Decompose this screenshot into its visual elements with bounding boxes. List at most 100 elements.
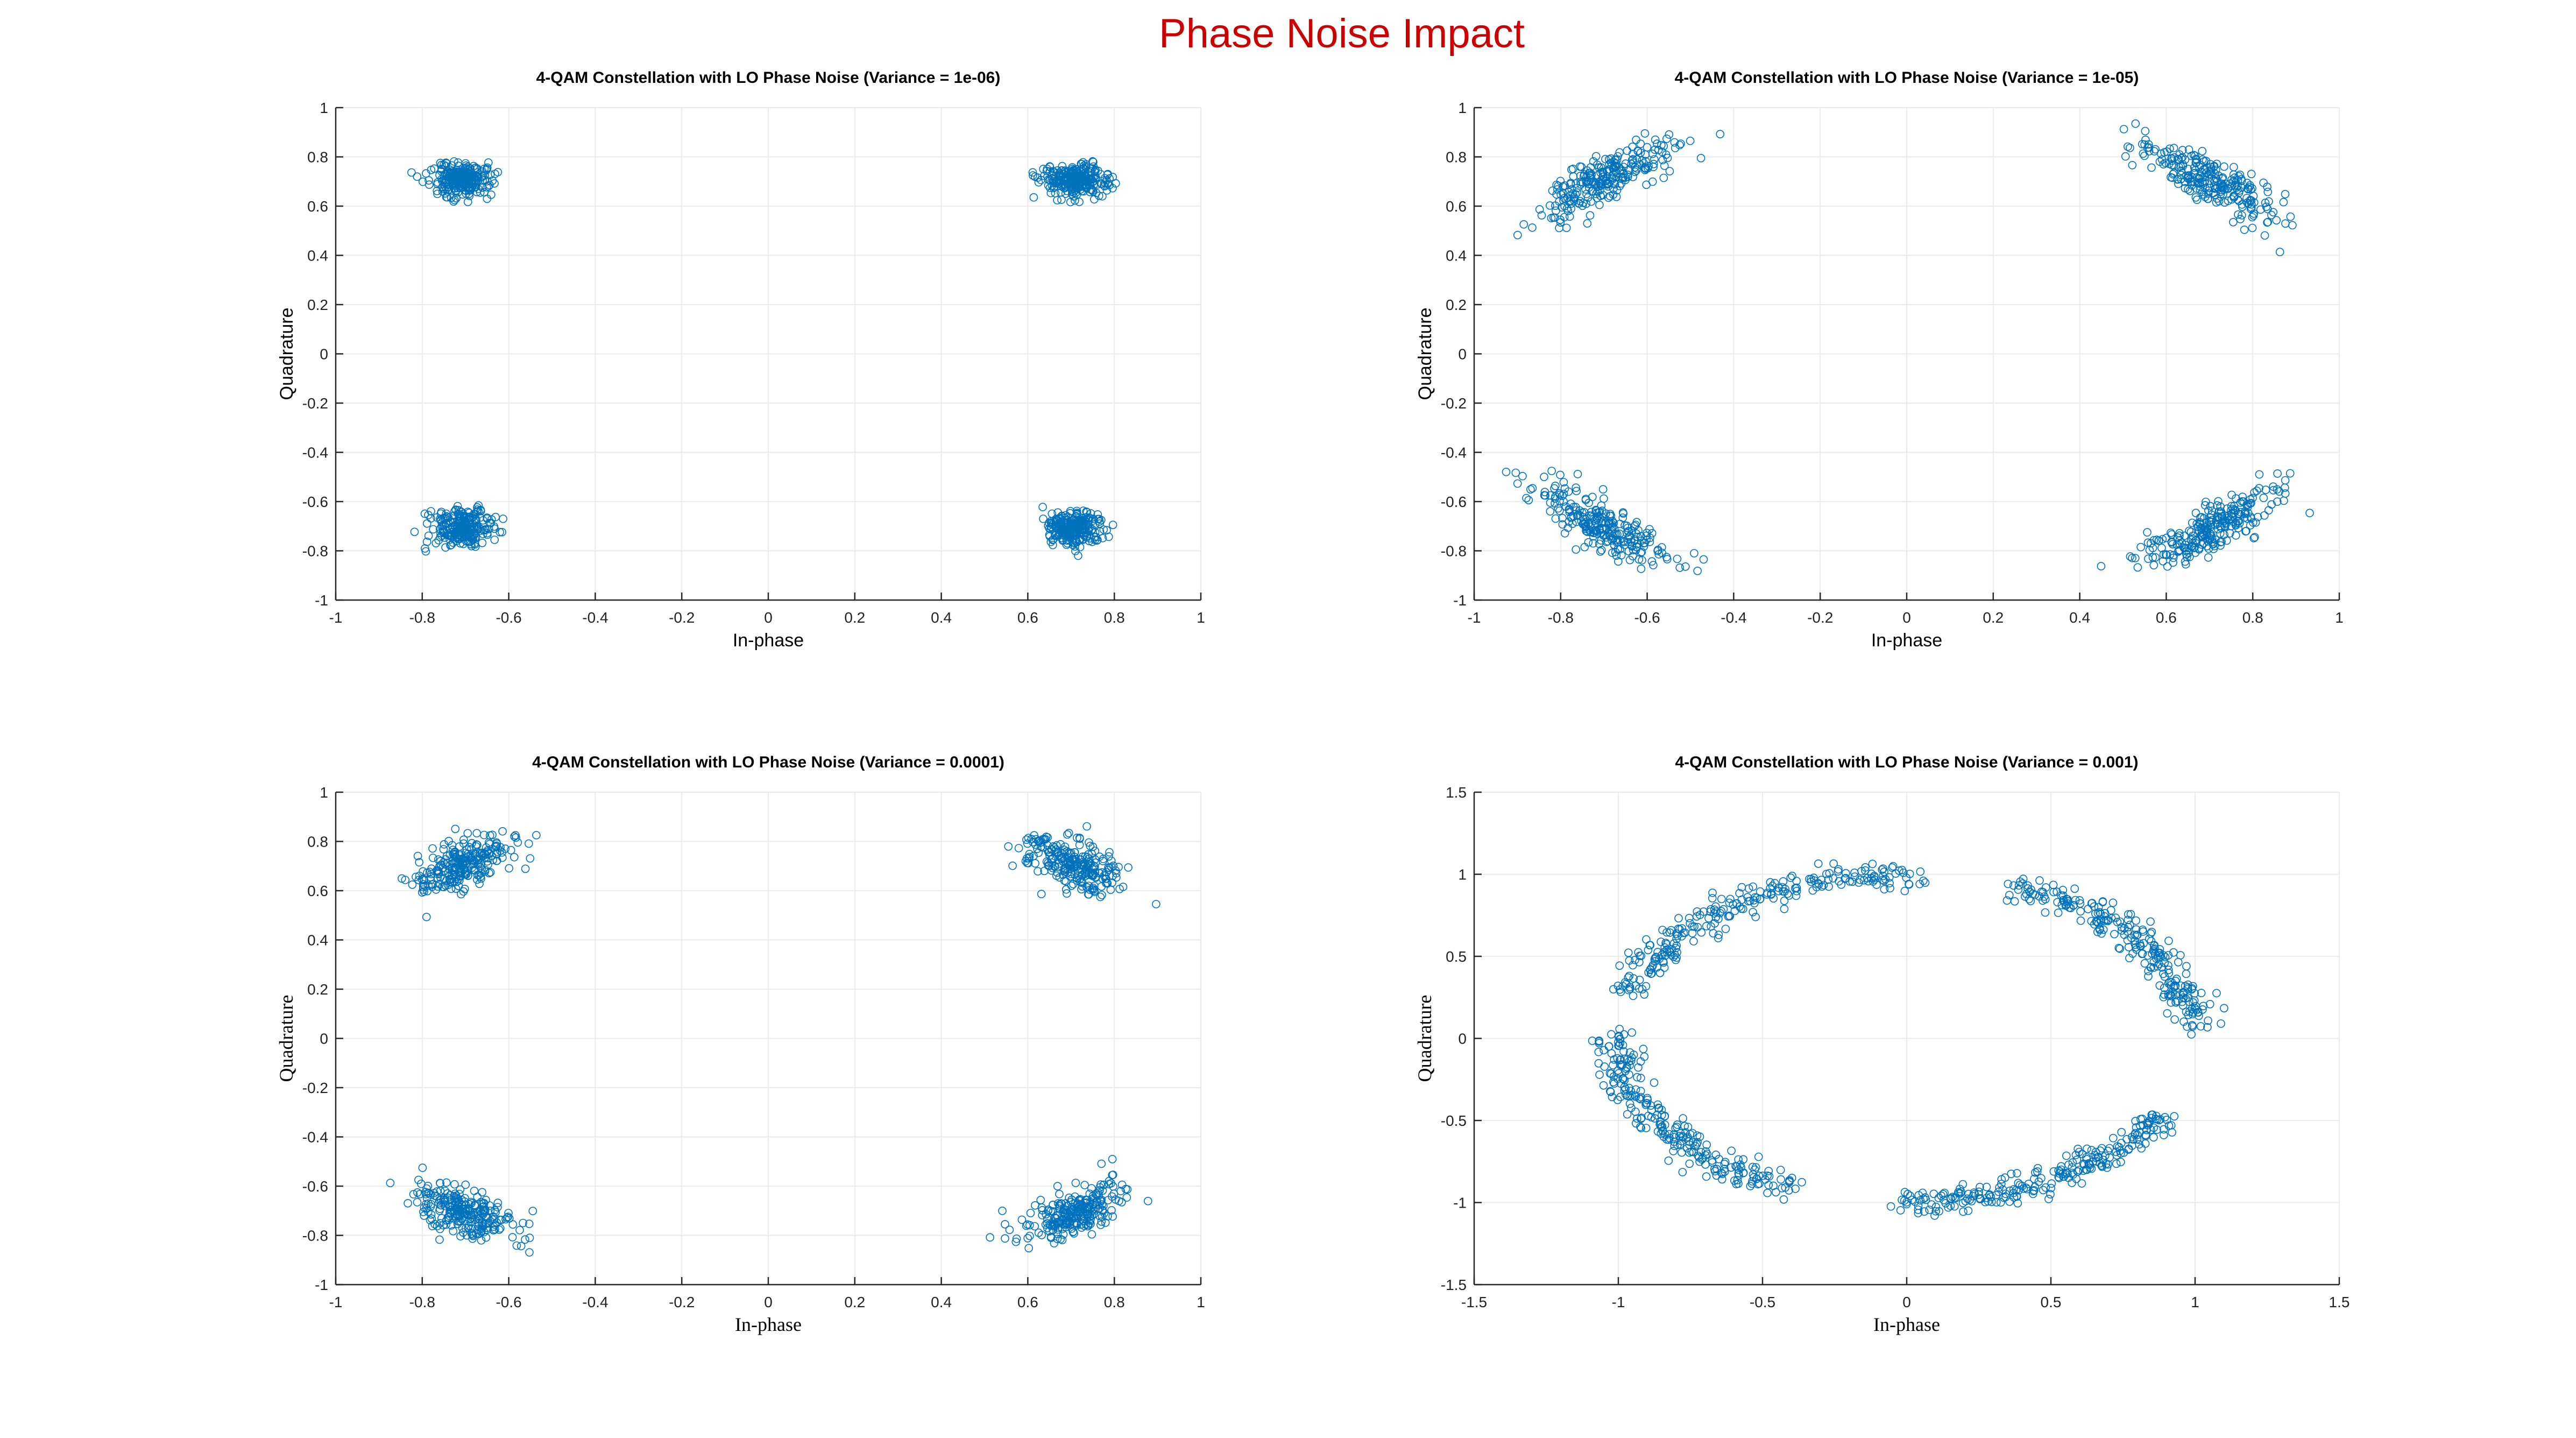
scatter-point: [1699, 555, 1708, 564]
scatter-point: [1109, 861, 1117, 870]
scatter-point: [1556, 177, 1565, 186]
scatter-point: [2207, 506, 2217, 515]
scatter-point: [2023, 884, 2032, 893]
scatter-point: [512, 1241, 521, 1250]
scatter-point: [2234, 210, 2242, 219]
scatter-point: [1594, 1047, 1603, 1056]
scatter-point: [476, 850, 485, 859]
scatter-point: [1518, 471, 1527, 481]
y-tick-label: -1: [1453, 1195, 1467, 1211]
scatter-point: [1720, 1167, 1729, 1176]
scatter-point: [1581, 496, 1590, 504]
scatter-point: [1777, 1175, 1785, 1184]
scatter-point: [508, 1220, 518, 1229]
scatter-point: [1982, 1182, 1991, 1192]
scatter-point: [477, 173, 486, 182]
x-tick-label: 0.6: [2156, 609, 2177, 626]
scatter-point: [2191, 509, 2200, 518]
scatter-point: [1077, 160, 1086, 168]
scatter-point: [2053, 898, 2062, 907]
y-tick-label: 0.8: [307, 834, 328, 850]
x-tick-label: -0.4: [582, 609, 608, 626]
scatter-point: [2169, 144, 2178, 152]
y-axis-label: Quadrature: [1414, 995, 1435, 1082]
scatter-point: [2191, 166, 2200, 175]
scatter-series: [386, 822, 1160, 1257]
scatter-point: [1103, 1212, 1112, 1221]
scatter-point: [2197, 540, 2206, 549]
scatter-point: [428, 844, 437, 853]
scatter-point: [2140, 959, 2149, 968]
scatter-point: [2279, 198, 2288, 207]
scatter-point: [407, 168, 416, 177]
scatter-point: [1633, 1114, 1641, 1123]
scatter-point: [2149, 1133, 2158, 1142]
scatter-point: [2175, 546, 2184, 555]
scatter-point: [1914, 1201, 1923, 1210]
scatter-point: [467, 1229, 476, 1238]
scatter-point: [1685, 1148, 1694, 1157]
scatter-point: [1082, 507, 1092, 517]
scatter-point: [2273, 497, 2282, 506]
scatter-point: [1900, 1196, 1909, 1205]
scatter-point: [1519, 220, 1528, 229]
scatter-point: [441, 1196, 449, 1206]
scatter-point: [2231, 521, 2240, 530]
scatter-point: [1685, 914, 1694, 922]
scatter-point: [1106, 885, 1115, 894]
scatter-point: [1636, 139, 1645, 149]
scatter-point: [1636, 1057, 1645, 1066]
scatter-point: [2140, 151, 2149, 160]
scatter-point: [2144, 967, 2153, 976]
scatter-point: [1650, 1078, 1659, 1087]
scatter-point: [473, 841, 482, 849]
scatter-point: [1929, 1189, 1938, 1199]
scatter-point: [1049, 179, 1058, 188]
scatter-point: [1555, 506, 1564, 515]
scatter-point: [1595, 200, 1604, 209]
scatter-point: [2172, 997, 2182, 1005]
scatter-point: [1049, 1201, 1057, 1209]
x-tick-label: 0.2: [844, 609, 865, 626]
scatter-point: [2035, 876, 2044, 885]
scatter-point: [2227, 195, 2236, 204]
scatter-point: [1540, 488, 1549, 497]
x-tick-label: 0: [764, 609, 773, 626]
scatter-point: [450, 195, 459, 205]
scatter-point: [1061, 1199, 1070, 1208]
scatter-point: [437, 160, 446, 170]
scatter-point: [2167, 538, 2176, 547]
x-tick-label: -0.2: [669, 1294, 695, 1310]
scatter-point: [489, 856, 498, 864]
scatter-point: [2203, 194, 2212, 203]
scatter-point: [2141, 135, 2150, 144]
scatter-point: [1604, 1042, 1613, 1051]
scatter-point: [1921, 1193, 1930, 1202]
scatter-point: [2175, 150, 2184, 159]
scatter-point: [434, 535, 443, 545]
scatter-point: [1004, 842, 1013, 851]
scatter-point: [2262, 202, 2271, 212]
scatter-point: [2209, 188, 2218, 198]
scatter-point: [1064, 522, 1073, 531]
scatter-point: [2173, 155, 2182, 164]
x-tick-label: 0: [764, 1294, 773, 1310]
scatter-point: [479, 1199, 488, 1208]
scatter-point: [2226, 179, 2234, 188]
y-tick-label: 1: [1458, 100, 1467, 116]
scatter-point: [2211, 170, 2219, 178]
y-tick-label: -0.8: [302, 1228, 328, 1244]
scatter-point: [475, 879, 484, 888]
scatter-point: [1714, 931, 1723, 939]
scatter-point: [1063, 536, 1072, 545]
scatter-point: [1088, 178, 1097, 186]
scatter-point: [1659, 948, 1668, 957]
scatter-point: [2150, 944, 2160, 953]
scatter-point: [2248, 223, 2257, 232]
scatter-point: [1067, 184, 1075, 193]
scatter-point: [1583, 219, 1592, 228]
scatter-point: [2231, 505, 2239, 514]
scatter-point: [1662, 134, 1671, 143]
scatter-point: [2041, 1183, 2050, 1192]
scatter-point: [2161, 550, 2170, 559]
